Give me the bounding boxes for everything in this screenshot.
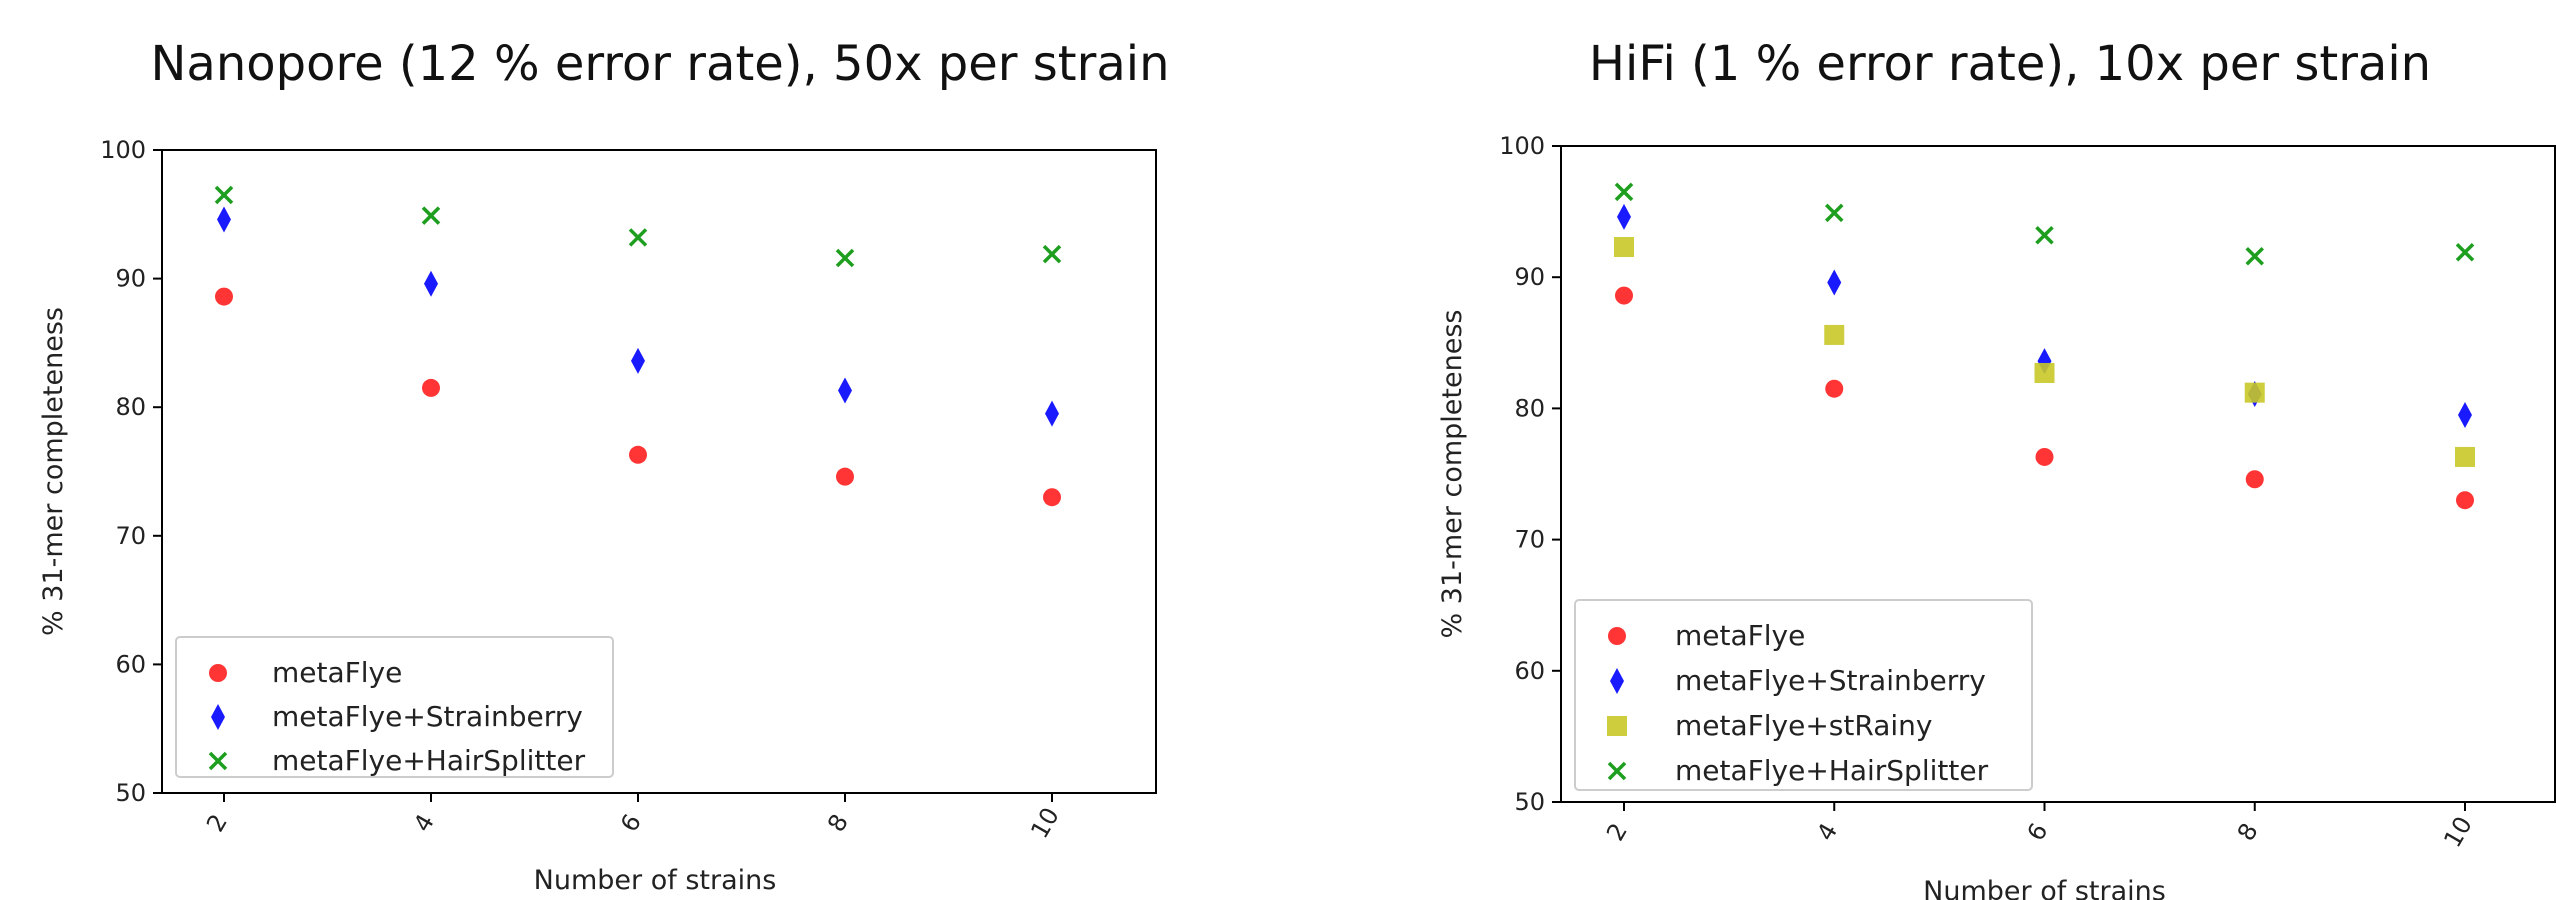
legend-marker [1607, 716, 1627, 736]
data-point [1827, 269, 1842, 296]
legend-entry: metaFlye+HairSplitter [1675, 754, 1989, 787]
x-tick-label: 8 [2232, 818, 2264, 845]
x-tick-label: 10 [1025, 803, 1065, 843]
chart-title-left: Nanopore (12 % error rate), 50x per stra… [150, 36, 1170, 92]
series-metaflye-hairsplitter [214, 185, 1062, 268]
chart-hifi: 50 60 70 80 90 100 2 4 6 8 10 Number of strains % 31… [1437, 132, 2556, 900]
legend: metaFlye metaFlye+Strainberry metaFlye+Hai… [175, 636, 614, 778]
x-tick-label: 4 [408, 809, 440, 836]
data-point [2245, 246, 2264, 266]
data-point [422, 378, 440, 397]
data-point [835, 248, 855, 268]
data-point [2456, 491, 2474, 510]
legend-marker [209, 664, 227, 682]
data-point [1042, 244, 1062, 264]
data-point [214, 185, 234, 205]
data-point [1045, 400, 1059, 427]
data-point [628, 228, 648, 247]
legend-box [1574, 599, 2033, 791]
data-point [629, 445, 647, 464]
y-tick-label: 100 [100, 136, 146, 164]
legend-entry: metaFlye+Strainberry [272, 700, 583, 733]
legend-entry: metaFlye [1675, 619, 1805, 652]
data-point [1825, 203, 1844, 223]
data-point [1824, 324, 1845, 345]
y-tick-label: 50 [1514, 788, 1545, 816]
data-point [836, 467, 854, 486]
data-point [1614, 237, 1634, 258]
y-axis-label: % 31-mer completeness [38, 307, 69, 636]
y-tick-label: 70 [115, 522, 146, 550]
legend-marker [208, 751, 228, 771]
y-tick-label: 50 [115, 779, 146, 807]
y-axis-label: % 31-mer completeness [1437, 310, 1468, 639]
data-point [1043, 488, 1061, 507]
legend-marker [211, 704, 225, 730]
x-axis-label: Number of strains [1923, 876, 2166, 900]
x-tick-label: 10 [2438, 812, 2478, 852]
data-point [217, 206, 231, 233]
series-metaflye-hairsplitter [1614, 182, 2475, 266]
x-tick-label: 6 [2022, 818, 2054, 845]
data-point [2035, 225, 2054, 245]
data-point [215, 287, 233, 306]
data-point [1825, 379, 1844, 398]
data-point [2035, 447, 2054, 466]
y-tick-label: 60 [115, 650, 146, 678]
legend-entry: metaFlye+Strainberry [1675, 664, 1986, 697]
legend-entry: metaFlye [272, 656, 402, 689]
y-tick-label: 80 [115, 393, 146, 421]
legend-marker [1610, 668, 1624, 694]
data-point [2455, 243, 2475, 262]
legend: metaFlye metaFlye+Strainberry metaFlye+stR… [1574, 599, 2033, 791]
data-point [1614, 182, 1634, 202]
legend-marker [1608, 627, 1626, 645]
data-point [424, 270, 438, 297]
series-metaflye [1615, 286, 2474, 510]
x-tick-label: 4 [1811, 818, 1843, 845]
y-tick-label: 90 [115, 265, 146, 293]
chart-title-right: HiFi (1 % error rate), 10x per strain [1588, 36, 2432, 92]
plot-frame [1560, 145, 2556, 803]
chart-nanopore: 50 60 70 80 90 100 2 4 6 8 10 Number of strains % 31… [38, 136, 1157, 896]
data-point [2458, 401, 2472, 428]
y-tick-label: 60 [1514, 657, 1545, 685]
y-tick-label: 90 [1514, 263, 1545, 291]
data-point [2245, 470, 2264, 489]
y-tick-label: 100 [1499, 132, 1545, 160]
data-point [631, 347, 645, 374]
data-point [2455, 446, 2475, 467]
data-point [1617, 203, 1631, 230]
x-axis-label: Number of strains [534, 865, 777, 896]
x-tick-label: 2 [201, 809, 233, 836]
y-tick-label: 70 [1514, 526, 1545, 554]
legend-entry: metaFlye+HairSplitter [272, 744, 586, 777]
series-metaflye-strainy [1614, 237, 2475, 467]
series-metaflye-strainberry [217, 206, 1059, 427]
data-point [2034, 362, 2055, 383]
data-point [838, 377, 852, 404]
x-tick-label: 8 [822, 809, 854, 836]
legend-marker [1607, 761, 1627, 781]
y-tick-label: 80 [1514, 394, 1545, 422]
data-point [2244, 382, 2265, 403]
x-tick-label: 6 [615, 809, 647, 836]
legend-entry: metaFlye+stRainy [1675, 709, 1932, 742]
series-metaflye [215, 287, 1061, 507]
data-point [1615, 286, 1633, 305]
x-tick-label: 2 [1601, 818, 1633, 845]
legend-box [175, 636, 614, 778]
plot-frame [161, 149, 1157, 794]
data-point [421, 206, 441, 225]
